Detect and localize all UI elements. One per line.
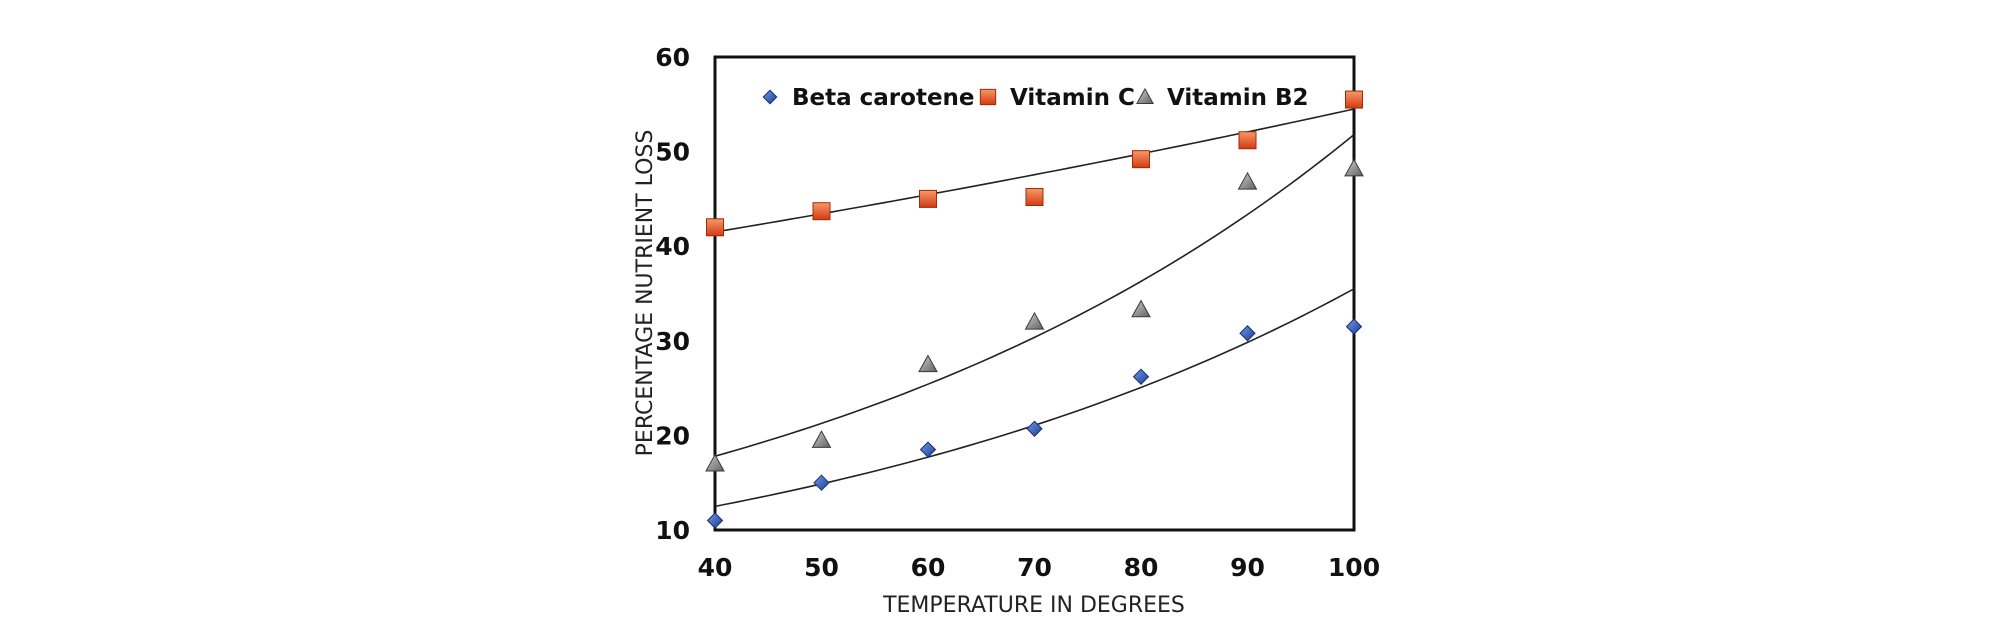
legend-item-vitamin-b2: Vitamin B2	[1136, 85, 1309, 111]
x-tick-label: 50	[804, 553, 839, 582]
y-tick-label: 10	[655, 516, 690, 545]
point-vitamin-b2	[1024, 311, 1045, 330]
y-tick-label: 30	[655, 327, 690, 356]
data-points	[705, 90, 1364, 529]
point-vitamin-c	[1132, 150, 1150, 169]
legend-item-beta-carotene: Beta carotene	[762, 85, 975, 111]
y-tick-label: 60	[655, 43, 690, 72]
point-beta-carotene	[1345, 318, 1363, 335]
legend-label: Vitamin C	[1010, 85, 1135, 111]
point-beta-carotene	[1026, 420, 1043, 437]
legend-marker-beta-carotene	[762, 89, 778, 105]
point-vitamin-b2	[1344, 158, 1364, 177]
point-vitamin-c	[1238, 131, 1257, 150]
point-beta-carotene	[919, 441, 937, 458]
legend-item-vitamin-c: Vitamin C	[979, 85, 1135, 111]
x-tick-label: 80	[1124, 553, 1159, 582]
point-beta-carotene	[706, 512, 724, 529]
x-tick-label: 60	[911, 553, 946, 582]
point-vitamin-b2	[918, 354, 938, 373]
x-tick-label: 40	[698, 553, 733, 582]
legend-marker-vitamin-b2	[1136, 87, 1154, 104]
point-vitamin-c	[706, 218, 724, 237]
y-tick-label: 40	[655, 232, 690, 261]
legend-marker-vitamin-c	[979, 88, 997, 106]
legend: Beta carotene Vitamin C Vitamin B2	[762, 85, 1309, 111]
axis-ticks: 40 50 60 70 80 90 100 10 20 30 40 50 60	[655, 43, 1380, 582]
legend-label: Beta carotene	[792, 85, 975, 111]
point-vitamin-b2	[705, 453, 725, 472]
point-beta-carotene	[1239, 325, 1256, 342]
point-vitamin-c	[919, 189, 937, 208]
legend-label: Vitamin B2	[1167, 85, 1309, 111]
y-tick-label: 50	[655, 138, 690, 167]
point-beta-carotene	[813, 474, 830, 491]
point-vitamin-b2	[1131, 299, 1151, 318]
x-tick-label: 100	[1328, 553, 1380, 582]
x-axis-title: TEMPERATURE IN DEGREES	[882, 593, 1185, 618]
point-beta-carotene	[1132, 368, 1150, 385]
y-axis-title: PERCENTAGE NUTRIENT LOSS	[633, 130, 658, 457]
x-tick-label: 70	[1017, 553, 1052, 582]
y-tick-label: 20	[655, 421, 690, 450]
trendline-vitamin-b2	[714, 133, 1355, 457]
point-vitamin-c	[1025, 188, 1044, 207]
point-vitamin-b2	[811, 430, 832, 448]
point-vitamin-b2	[1237, 171, 1258, 190]
point-vitamin-c	[812, 202, 831, 221]
plot-area	[713, 55, 1356, 532]
x-tick-label: 90	[1230, 553, 1265, 582]
point-vitamin-c	[1345, 90, 1363, 109]
